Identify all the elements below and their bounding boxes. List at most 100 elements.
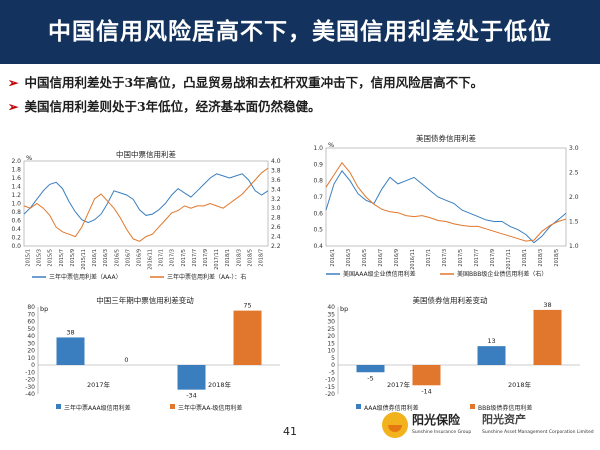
unit-label: bp <box>340 305 348 313</box>
y-tick-right: 2.5 <box>569 170 579 177</box>
x-tick-label: 2017/11 <box>214 249 220 270</box>
y-tick-right: 2.8 <box>271 215 281 222</box>
y-tick: -20 <box>325 391 335 398</box>
x-tick-label: 2017/9 <box>490 249 496 267</box>
slide-title: 中国信用风险居高不下，美国信用利差处于低位 <box>48 18 552 45</box>
x-tick-label: 2018/7 <box>258 249 264 267</box>
y-tick: -40 <box>25 391 35 398</box>
y-tick-left: 0.8 <box>313 178 323 185</box>
data-label: 75 <box>243 302 251 310</box>
y-tick-left: 2.0 <box>11 158 21 165</box>
y-tick-right: 3.6 <box>271 177 281 184</box>
x-tick-label: 2015/1 <box>26 249 32 267</box>
x-tick-label: 2016/9 <box>394 249 400 267</box>
data-label: 38 <box>543 301 551 309</box>
bar <box>356 365 385 373</box>
x-tick-label: 2015/3 <box>37 249 43 267</box>
y-tick: -10 <box>325 377 335 384</box>
y-tick: 60 <box>27 319 35 326</box>
x-tick-label: 2016/11 <box>410 249 416 270</box>
y-tick: -30 <box>25 384 35 391</box>
unit-label: % <box>26 154 32 162</box>
y-tick-left: 1.6 <box>11 175 21 182</box>
y-tick: 0 <box>331 362 335 369</box>
bar <box>56 337 85 365</box>
logo-amc-en: Sunshine Asset Management Corporation Li… <box>482 430 594 435</box>
plot-frame <box>325 147 567 247</box>
bullet-2-text: 美国信用利差则处于3年低位，经济基本面仍然稳健。 <box>24 99 321 114</box>
y-tick: 30 <box>27 340 35 347</box>
x-tick-label: 2016/1 <box>330 249 336 267</box>
chart-title: 中国三年期中票信用利差变动 <box>96 295 194 305</box>
y-tick: 10 <box>27 355 35 362</box>
y-tick-left: 0.4 <box>313 243 323 250</box>
series-line <box>23 173 269 224</box>
x-tick-label: 2017/1 <box>426 249 432 267</box>
y-tick: 0 <box>31 362 35 369</box>
logo-name-en: Sunshine Insurance Group <box>412 430 472 435</box>
y-tick: 20 <box>327 333 335 340</box>
data-label: -5 <box>367 374 373 382</box>
y-tick-left: 0.8 <box>11 209 21 216</box>
category-label: 2018年 <box>508 380 532 389</box>
legend-label: 三年中票AA-级信用利差 <box>178 404 242 412</box>
y-tick-left: 0.9 <box>313 161 323 168</box>
category-label: 2018年 <box>208 380 232 389</box>
series-line <box>23 167 269 242</box>
legend-swatch <box>470 404 475 409</box>
data-label: 0 <box>124 356 128 364</box>
bullet-2: ➢ 美国信用利差则处于3年低位，经济基本面仍然稳健。 <box>8 96 321 115</box>
y-tick-left: 1.4 <box>11 184 21 191</box>
x-tick-label: 2016/5 <box>362 249 368 267</box>
y-tick: -5 <box>329 369 335 376</box>
chart-title: 美国债券信用利差变动 <box>413 295 488 305</box>
y-tick: 20 <box>27 348 35 355</box>
y-tick: 35 <box>327 311 335 318</box>
y-tick-right: 3.2 <box>271 196 281 203</box>
y-tick-right: 1.0 <box>569 243 579 250</box>
y-tick-right: 2.4 <box>271 234 281 241</box>
x-tick-label: 2018/5 <box>247 249 253 267</box>
plot-frame <box>23 160 269 247</box>
chart-title: 美国债券信用利差 <box>416 133 476 143</box>
y-tick: 70 <box>27 311 35 318</box>
x-tick-label: 2015/9 <box>70 249 76 267</box>
y-tick-left: 1.0 <box>11 201 21 208</box>
data-label: -14 <box>421 387 432 395</box>
legend-label: 美国AAA级企业债信用利差 <box>343 270 416 278</box>
legend-label: 美国BBB级企业债信用利差（右） <box>457 270 547 278</box>
legend-swatch <box>56 404 61 409</box>
legend-swatch <box>356 404 361 409</box>
bar <box>177 365 206 390</box>
y-tick-left: 0.0 <box>11 243 21 250</box>
unit-label: % <box>328 141 334 149</box>
y-tick: 50 <box>27 326 35 333</box>
unit-label: bp <box>40 305 48 313</box>
y-tick-right: 3.0 <box>569 145 579 152</box>
y-tick: 30 <box>327 319 335 326</box>
x-tick-label: 2018/1 <box>522 249 528 267</box>
title-banner: 中国信用风险居高不下，美国信用利差处于低位 <box>0 0 600 64</box>
series-line <box>325 161 567 242</box>
y-tick: 40 <box>27 333 35 340</box>
y-tick: 10 <box>327 348 335 355</box>
data-label: 38 <box>66 328 74 336</box>
bar <box>477 346 506 365</box>
bullet-1: ➢ 中国信用利差处于3年高位，凸显贸易战和去杠杆双重冲击下，信用风险居高不下。 <box>8 72 483 91</box>
logo-name: 阳光保险 <box>412 413 461 427</box>
x-tick-label: 2018/5 <box>554 249 560 267</box>
x-tick-label: 2017/7 <box>192 249 198 267</box>
y-tick-left: 0.6 <box>11 218 21 225</box>
bar <box>533 309 562 365</box>
y-tick-left: 0.2 <box>11 235 21 242</box>
page-number: 41 <box>283 425 297 438</box>
y-tick-left: 0.4 <box>11 226 21 233</box>
x-tick-label: 2018/3 <box>538 249 544 267</box>
company-logo: 阳光保险 Sunshine Insurance Group 阳光资产 Sunsh… <box>382 408 597 448</box>
y-tick-right: 2.6 <box>271 224 281 231</box>
series-line <box>325 170 567 244</box>
y-tick-left: 1.8 <box>11 167 21 174</box>
x-tick-label: 2015/5 <box>48 249 54 267</box>
legend-label: 三年中票AAA级信用利差 <box>64 404 131 412</box>
y-tick: -15 <box>325 384 335 391</box>
